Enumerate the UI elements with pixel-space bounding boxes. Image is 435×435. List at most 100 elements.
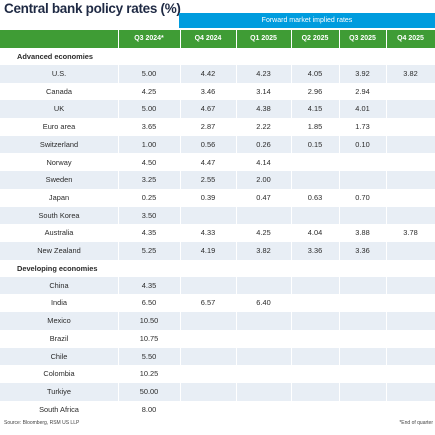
column-header: Q1 2025 <box>250 35 277 42</box>
country-label: Turkiye <box>47 386 71 396</box>
rate-cell: 4.38 <box>256 104 271 114</box>
country-label: South Korea <box>38 210 80 220</box>
country-label: Switzerland <box>39 139 79 149</box>
rate-cell: 3.82 <box>256 246 271 255</box>
rate-cell: 1.85 <box>307 122 323 132</box>
section-label: Developing economies <box>17 263 98 273</box>
rate-cell: 0.70 <box>355 192 370 202</box>
column-divider <box>291 30 292 420</box>
table-row: South Korea 3.50 <box>0 206 435 225</box>
rate-cell: 0.39 <box>200 192 216 202</box>
rate-cell: 3.50 <box>141 210 157 220</box>
table-row: Brazil 10.75 <box>0 330 435 348</box>
country-label: New Zealand <box>37 246 81 255</box>
table-row: Colombia 10.25 <box>0 365 435 383</box>
rate-cell: 0.10 <box>355 139 370 149</box>
rate-cell: 5.50 <box>141 351 157 361</box>
table-row: Norway 4.50 4.47 4.14 <box>0 154 435 172</box>
country-label: Sweden <box>45 175 73 185</box>
table-row: Japan 0.25 0.39 0.47 0.63 0.70 <box>0 189 435 207</box>
rate-cell: 5.25 <box>141 246 157 255</box>
country-label: Mexico <box>47 316 71 326</box>
rate-cell: 4.67 <box>200 104 216 114</box>
rate-cell: 3.14 <box>256 86 271 96</box>
section-header: Developing economies <box>0 260 435 277</box>
rate-cell: 2.55 <box>200 175 216 185</box>
rate-cell: 5.00 <box>141 104 157 114</box>
country-label: South Africa <box>39 404 79 414</box>
rate-cell: 2.00 <box>256 175 271 185</box>
rate-cell: 0.26 <box>256 139 271 149</box>
table-row: Turkiye 50.00 <box>0 382 435 401</box>
country-label: U.S. <box>51 69 67 78</box>
rate-cell: 3.92 <box>355 69 370 78</box>
rate-cell: 3.46 <box>200 86 216 96</box>
table-row: India 6.50 6.57 6.40 <box>0 294 435 312</box>
rate-cell: 2.87 <box>200 122 216 132</box>
table-row: China 4.35 <box>0 276 435 295</box>
source-note: Source: Bloomberg, RSM US LLP <box>4 420 80 426</box>
country-label: Colombia <box>43 369 75 379</box>
country-label: India <box>50 298 68 308</box>
rate-cell: 3.25 <box>141 175 157 185</box>
column-divider <box>339 30 340 420</box>
rate-cell: 3.36 <box>355 246 370 255</box>
rate-cell: 1.00 <box>141 139 157 149</box>
column-divider <box>386 30 387 420</box>
rate-cell: 4.42 <box>200 69 216 78</box>
rate-cell: 5.00 <box>141 69 157 78</box>
rate-cell: 6.57 <box>200 298 216 308</box>
table-row: Sweden 3.25 2.55 2.00 <box>0 171 435 189</box>
rate-cell: 3.82 <box>403 69 418 78</box>
rate-cell: 3.78 <box>403 228 418 238</box>
column-divider <box>118 30 119 420</box>
column-header: Q3 2025 <box>349 35 376 42</box>
rate-cell: 0.56 <box>200 139 216 149</box>
section-header: Advanced economies <box>0 48 435 65</box>
rate-cell: 50.00 <box>139 386 159 396</box>
footnote: *End of quarter <box>399 420 433 426</box>
country-label: UK <box>53 104 65 114</box>
table-row: Mexico 10.50 <box>0 312 435 330</box>
rate-cell: 0.25 <box>141 192 157 202</box>
rate-cell: 3.88 <box>355 228 370 238</box>
page-title: Central bank policy rates (%) <box>4 1 181 16</box>
forward-rates-header: Forward market implied rates <box>179 13 435 28</box>
rate-cell: 2.94 <box>355 86 370 96</box>
rate-cell: 8.00 <box>141 404 157 414</box>
rate-cell: 4.14 <box>256 157 271 167</box>
section-label: Advanced economies <box>17 52 93 61</box>
rate-cell: 6.40 <box>256 298 271 308</box>
rate-cell: 0.15 <box>307 139 323 149</box>
rate-cell: 1.73 <box>355 122 370 132</box>
column-divider <box>180 30 181 420</box>
country-label: Norway <box>46 157 72 167</box>
rate-cell: 4.25 <box>141 86 157 96</box>
country-label: Chile <box>50 351 68 361</box>
rate-cell: 4.23 <box>256 69 271 78</box>
table-row: Australia 4.35 4.33 4.25 4.04 3.88 3.78 <box>0 224 435 242</box>
rate-cell: 3.36 <box>307 246 323 255</box>
country-label: Japan <box>48 192 70 202</box>
table-row: Canada 4.25 3.46 3.14 2.96 2.94 <box>0 83 435 101</box>
column-divider <box>236 30 237 420</box>
rate-cell: 3.65 <box>141 122 157 132</box>
rate-cell: 10.50 <box>139 316 159 326</box>
column-header: Q3 2024* <box>134 35 164 42</box>
table-row: UK 5.00 4.67 4.38 4.15 4.01 <box>0 100 435 119</box>
rate-cell: 2.96 <box>307 86 323 96</box>
rate-cell: 4.33 <box>200 228 216 238</box>
table-row: Euro area 3.65 2.87 2.22 1.85 1.73 <box>0 118 435 136</box>
column-header: Q2 2025 <box>301 35 329 42</box>
rate-cell: 0.47 <box>256 192 271 202</box>
column-header: Q4 2024 <box>194 35 222 42</box>
rate-cell: 10.25 <box>139 369 159 379</box>
country-label: Brazil <box>49 333 69 343</box>
rate-cell: 0.63 <box>307 192 323 202</box>
rate-cell: 4.35 <box>141 228 157 238</box>
column-header-row: Q3 2024* Q4 2024 Q1 2025 Q2 2025 Q3 2025… <box>0 30 435 48</box>
column-header: Q4 2025 <box>397 35 424 42</box>
rate-cell: 4.01 <box>355 104 370 114</box>
rate-cell: 2.22 <box>256 122 271 132</box>
table-row: Chile 5.50 <box>0 347 435 366</box>
